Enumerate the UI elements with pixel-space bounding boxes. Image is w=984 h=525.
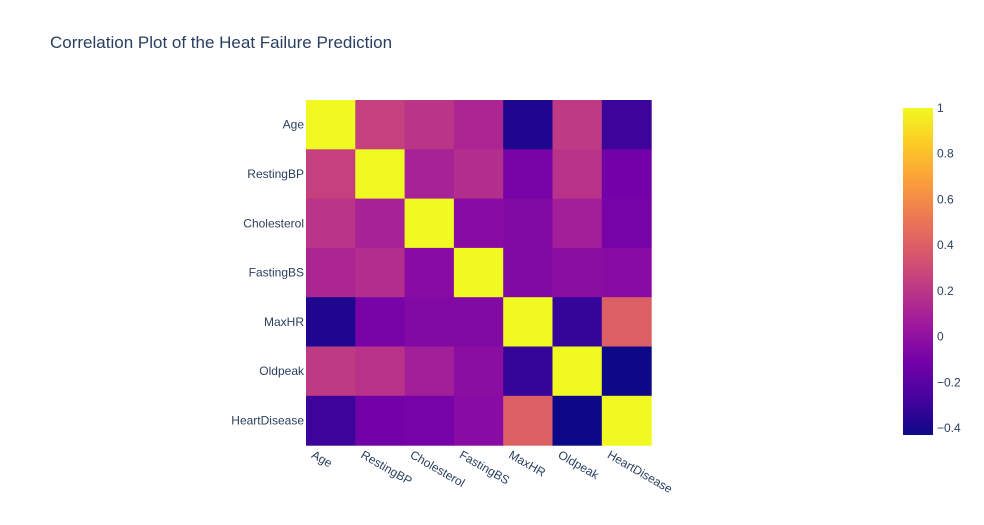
colorbar-tick-labels: 1 0.8 0.6 0.4 0.2 0 −0.2 −0.4 <box>937 101 961 435</box>
colorbar-tick-label: 0.4 <box>937 238 954 252</box>
heatmap-cell <box>601 100 652 150</box>
heatmap-cell <box>601 346 652 397</box>
chart-title: Correlation Plot of the Heat Failure Pre… <box>50 33 393 52</box>
y-tick-label: HeartDisease <box>231 413 304 427</box>
colorbar-tick-label: 1 <box>937 101 944 115</box>
colorbar-tick-label: 0.8 <box>937 147 954 161</box>
y-tick-label: Oldpeak <box>259 364 305 378</box>
x-tick-label: Cholesterol <box>408 448 468 490</box>
heatmap-cell <box>601 149 652 200</box>
heatmap-cell <box>306 149 356 200</box>
x-tick-label: MaxHR <box>506 448 548 480</box>
colorbar-tick-label: −0.4 <box>937 421 961 435</box>
heatmap-cell <box>503 346 554 397</box>
x-tick-label: HeartDisease <box>605 448 675 497</box>
heatmap-cell <box>552 198 603 249</box>
heatmap-cell <box>306 297 356 348</box>
heatmap-cell <box>404 395 455 446</box>
heatmap-cell <box>306 100 356 150</box>
heatmap-cell <box>404 346 455 397</box>
heatmap-cell <box>552 100 603 150</box>
x-tick-label: Age <box>309 448 335 471</box>
y-tick-label: Age <box>283 118 305 132</box>
heatmap-cell <box>552 346 603 397</box>
heatmap-cell <box>552 149 603 200</box>
y-tick-label: Cholesterol <box>243 216 304 230</box>
heatmap-cell <box>355 297 406 348</box>
heatmap-cell <box>503 100 554 150</box>
y-tick-label: MaxHR <box>264 315 304 329</box>
heatmap-cell <box>355 395 406 446</box>
colorbar-tick-label: 0.6 <box>937 192 954 206</box>
heatmap-cell <box>404 297 455 348</box>
heatmap-cell <box>453 198 504 249</box>
colorbar-tick-label: −0.2 <box>937 375 961 389</box>
heatmap-cell <box>503 247 554 298</box>
heatmap-cell <box>453 297 504 348</box>
heatmap-cell <box>601 247 652 298</box>
heatmap-cell <box>404 149 455 200</box>
heatmap-cell <box>503 297 554 348</box>
heatmap-cell <box>601 395 652 446</box>
heatmap-cell <box>453 149 504 200</box>
heatmap-cell <box>355 346 406 397</box>
heatmap-cell <box>355 100 406 150</box>
heatmap-cell <box>453 100 504 150</box>
colorbar-tick-label: 0 <box>937 330 944 344</box>
heatmap-cell <box>355 198 406 249</box>
y-tick-label: RestingBP <box>247 167 304 181</box>
heatmap-cell <box>453 395 504 446</box>
heatmap-cell <box>355 149 406 200</box>
heatmap-cell <box>552 247 603 298</box>
heatmap-cell <box>552 297 603 348</box>
heatmap-cell <box>404 247 455 298</box>
heatmap-cell <box>306 346 356 397</box>
y-axis-tick-labels: Age RestingBP Cholesterol FastingBS MaxHR Old… <box>231 118 305 428</box>
x-tick-label: Oldpeak <box>556 448 603 483</box>
heatmap-cell <box>503 395 554 446</box>
x-tick-label: RestingBP <box>358 448 414 488</box>
y-tick-label: FastingBS <box>249 266 304 280</box>
heatmap-cell <box>355 247 406 298</box>
heatmap-cell <box>601 297 652 348</box>
heatmap-cell <box>503 198 554 249</box>
colorbar <box>903 108 933 435</box>
heatmap-cell <box>453 346 504 397</box>
heatmap-cell <box>601 198 652 249</box>
heatmap-cell <box>306 198 356 249</box>
heatmap-cell <box>552 395 603 446</box>
heatmap-cell <box>503 149 554 200</box>
heatmap-cell <box>404 198 455 249</box>
heatmap-cell <box>453 247 504 298</box>
heatmap-cell <box>306 395 356 446</box>
colorbar-tick-label: 0.2 <box>937 284 954 298</box>
heatmap-cell <box>404 100 455 150</box>
heatmap-cell <box>306 247 356 298</box>
heatmap-cells <box>306 100 652 446</box>
